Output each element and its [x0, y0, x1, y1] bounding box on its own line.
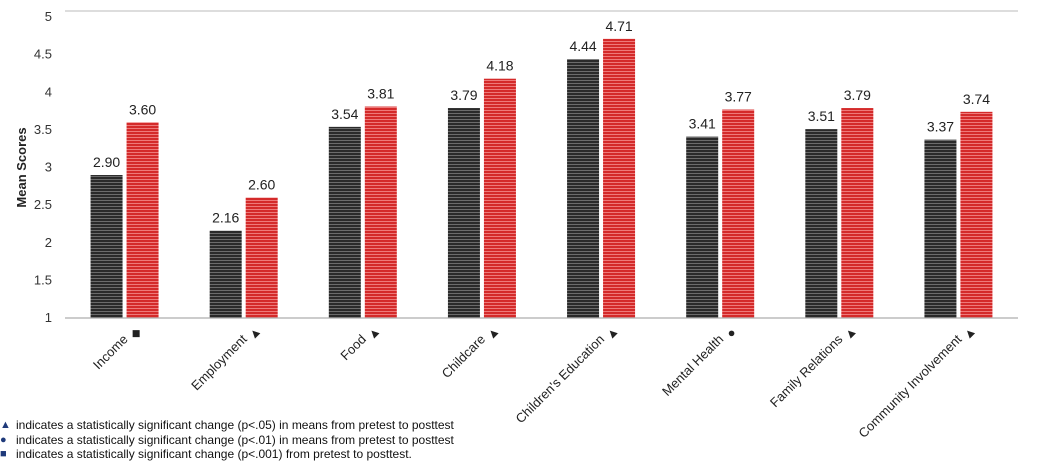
pretest-bar — [805, 129, 838, 318]
significance-marker-icon: ▲ — [959, 323, 979, 343]
y-tick-label: 3 — [45, 160, 52, 175]
category-label: Mental Health — [659, 332, 726, 399]
significance-marker-icon: ◆ — [127, 324, 145, 342]
significance-marker-icon: ▲ — [483, 323, 503, 343]
legend-row-p05: ▲ indicates a statistically significant … — [0, 418, 454, 433]
posttest-value-label: 3.74 — [963, 91, 990, 107]
category-label: Food — [337, 332, 369, 364]
pretest-value-label: 3.54 — [331, 106, 358, 122]
category-label: Childcare — [439, 332, 488, 381]
category-label: Children's Education — [513, 332, 608, 427]
posttest-value-label: 3.81 — [367, 86, 394, 102]
legend-text-p01: indicates a statistically significant ch… — [16, 432, 454, 447]
posttest-bar — [722, 109, 755, 319]
pretest-bar — [447, 108, 480, 319]
y-tick-label: 2 — [45, 235, 52, 250]
circle-icon: ● — [0, 433, 7, 446]
legend-row-p001: ■ indicates a statistically significant … — [0, 447, 454, 462]
pretest-value-label: 4.44 — [569, 38, 596, 54]
y-axis-label: Mean Scores — [14, 127, 29, 207]
category-label: Income — [90, 332, 131, 373]
pretest-value-label: 3.41 — [689, 116, 716, 132]
significance-marker-icon: ▲ — [245, 323, 265, 343]
legend-text-p001: indicates a statistically significant ch… — [16, 447, 412, 461]
y-tick-label: 4 — [45, 84, 52, 99]
posttest-value-label: 4.18 — [486, 58, 513, 74]
pretest-value-label: 2.90 — [93, 154, 120, 170]
legend-row-p01: ● indicates a statistically significant … — [0, 433, 454, 448]
pretest-value-label: 3.37 — [927, 119, 954, 135]
y-tick-label: 4.5 — [34, 47, 52, 62]
posttest-value-label: 2.60 — [248, 177, 275, 193]
category-label: Employment — [188, 331, 250, 393]
category-label: Family Relations — [767, 331, 846, 410]
posttest-bar — [603, 38, 636, 318]
posttest-bar — [960, 111, 993, 318]
pretest-bar — [328, 126, 361, 319]
posttest-bar — [483, 78, 516, 318]
significance-marker-icon: ▲ — [840, 323, 860, 343]
posttest-bar — [841, 108, 874, 319]
posttest-value-label: 4.71 — [605, 18, 632, 34]
triangle-icon: ▲ — [0, 419, 11, 431]
significance-marker-icon: ● — [723, 325, 739, 341]
pretest-value-label: 3.79 — [450, 87, 477, 103]
y-tick-label: 3.5 — [34, 122, 52, 137]
pretest-bar — [209, 230, 242, 318]
pretest-bar — [90, 175, 123, 318]
square-icon: ■ — [0, 448, 7, 460]
y-tick-label: 2.5 — [34, 197, 52, 212]
posttest-bar — [126, 122, 159, 318]
pretest-value-label: 2.16 — [212, 210, 239, 226]
y-tick-label: 1 — [45, 310, 52, 325]
y-tick-label: 1.5 — [34, 272, 52, 287]
pretest-value-label: 3.51 — [808, 108, 835, 124]
significance-marker-icon: ▲ — [364, 323, 384, 343]
posttest-bar — [364, 106, 397, 318]
legend-text-p05: indicates a statistically significant ch… — [16, 418, 454, 432]
pretest-bar — [686, 136, 719, 318]
significance-legend: ▲ indicates a statistically significant … — [0, 418, 454, 462]
category-label: Community Involvement — [855, 331, 964, 440]
pretest-bar — [924, 139, 957, 318]
significance-marker-icon: ▲ — [602, 323, 622, 343]
posttest-value-label: 3.79 — [844, 87, 871, 103]
posttest-value-label: 3.60 — [129, 101, 156, 117]
posttest-value-label: 3.77 — [725, 89, 752, 105]
y-tick-label: 5 — [45, 9, 52, 24]
pretest-bar — [567, 59, 600, 318]
posttest-bar — [245, 197, 278, 318]
